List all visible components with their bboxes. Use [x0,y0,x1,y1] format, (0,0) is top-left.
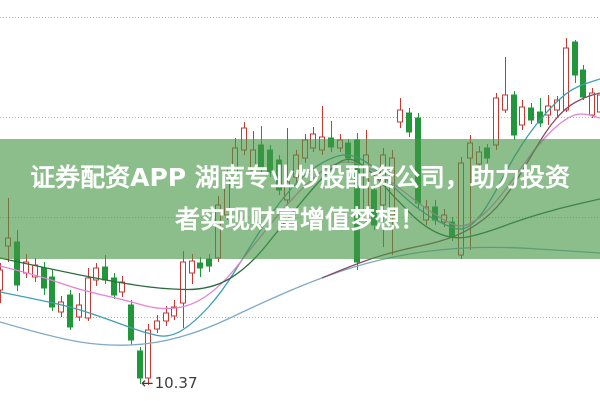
low-price-value: 10.37 [154,374,198,392]
promo-banner-line-2: 者实现财富增值梦想！ [174,205,425,234]
low-price-label: ←10.37 [141,374,198,392]
promo-banner: 证券配资APP 湖南专业炒股配资公司，助力投资 者实现财富增值梦想！ [0,139,600,259]
promo-banner-line-1: 证券配资APP 湖南专业炒股配资公司，助力投资 [30,163,570,192]
left-arrow-icon: ← [141,374,154,392]
